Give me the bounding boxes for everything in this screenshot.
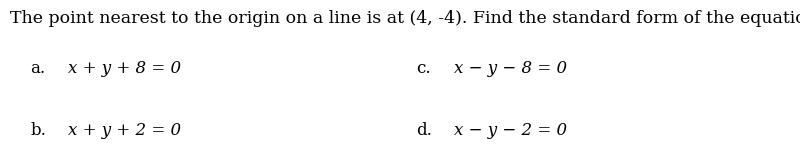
Text: x + y + 8 = 0: x + y + 8 = 0 — [68, 60, 181, 77]
Text: The point nearest to the origin on a line is at (4, -4). Find the standard form : The point nearest to the origin on a lin… — [10, 10, 800, 27]
Text: x − y − 2 = 0: x − y − 2 = 0 — [454, 122, 566, 139]
Text: d.: d. — [416, 122, 432, 139]
Text: x + y + 2 = 0: x + y + 2 = 0 — [68, 122, 181, 139]
Text: x − y − 8 = 0: x − y − 8 = 0 — [454, 60, 566, 77]
Text: b.: b. — [30, 122, 46, 139]
Text: c.: c. — [416, 60, 430, 77]
Text: a.: a. — [30, 60, 46, 77]
